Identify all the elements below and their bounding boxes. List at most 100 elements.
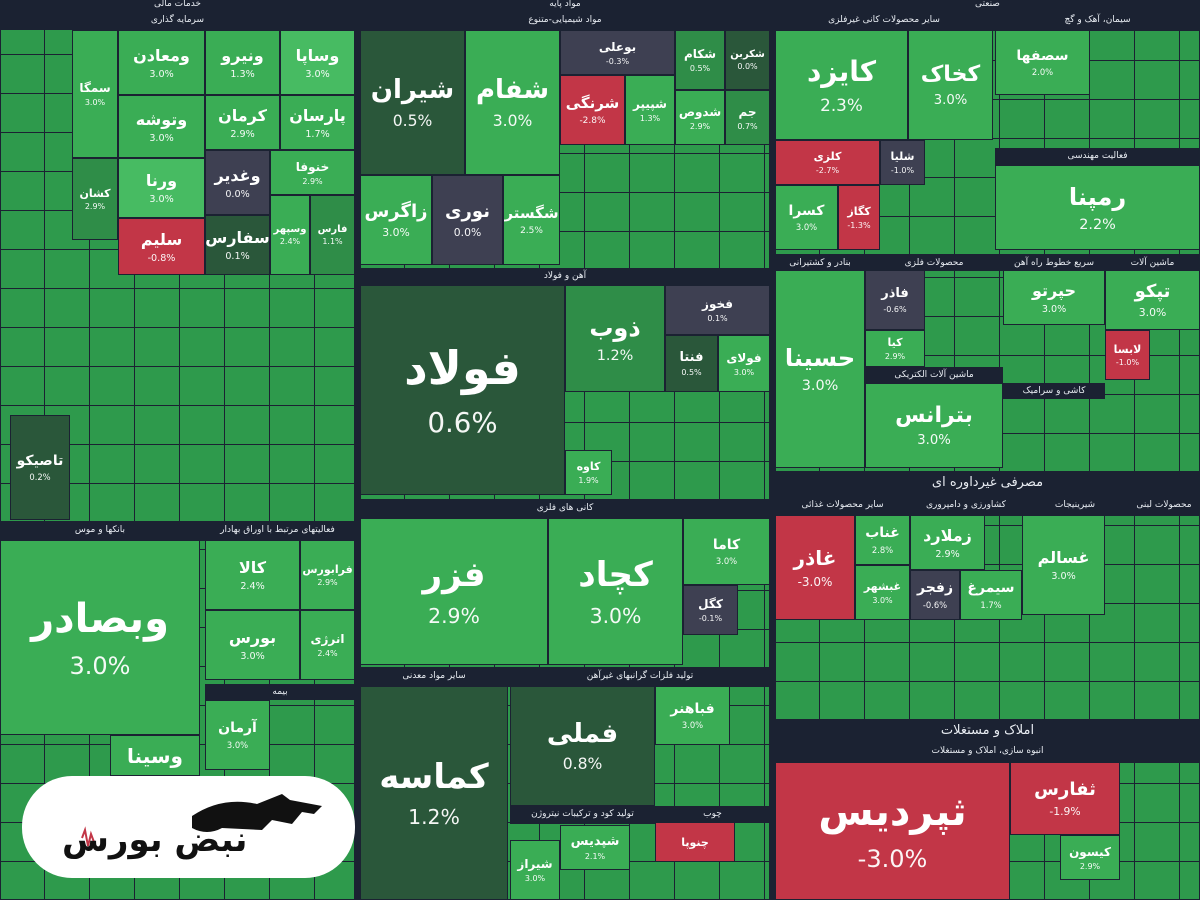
price-change: 2.5%: [520, 225, 543, 236]
price-change: 2.4%: [279, 237, 301, 247]
stock-tile: شپیپر 1.3%: [625, 75, 675, 145]
stock-symbol: شگستر: [504, 204, 559, 223]
price-change: -1.0%: [890, 165, 915, 175]
stock-tile: کیا 2.9%: [865, 330, 925, 367]
price-change: 0.5%: [392, 111, 433, 130]
stock-symbol: حسینا: [784, 344, 856, 372]
stock-tile: بوعلی -0.3%: [560, 30, 675, 75]
stock-tile: حپرتو 3.0%: [1003, 270, 1105, 325]
price-change: -1.0%: [1115, 358, 1140, 368]
sector-header: فعالیتهای مرتبط با اوراق بهادار: [200, 522, 355, 540]
stock-tile: کلزی -2.7%: [775, 140, 880, 185]
stock-symbol: ثفارس: [1034, 779, 1096, 801]
price-change: 3.0%: [305, 68, 330, 80]
stock-tile: شفام 3.0%: [465, 30, 560, 175]
sector-header: محصولات فلزی: [865, 255, 1003, 271]
price-change: -2.8%: [579, 115, 606, 126]
stock-symbol: شدوص: [678, 104, 722, 119]
stock-tile: پارسان 1.7%: [280, 95, 355, 150]
stock-symbol: شرنگی: [565, 94, 620, 113]
sector-header: مصرفی غیرداوره ای: [775, 472, 1200, 496]
stock-tile: سصفها 2.0%: [995, 30, 1090, 95]
stock-tile: کایزد 2.3%: [775, 30, 908, 140]
stock-symbol: کگاز: [847, 205, 871, 219]
price-change: 3.0%: [872, 595, 893, 605]
stock-symbol: سصفها: [1016, 47, 1069, 64]
stock-symbol: چنوپا: [681, 835, 709, 849]
stock-symbol: تاصیکو: [16, 452, 64, 469]
stock-tile: ثفارس -1.9%: [1010, 762, 1120, 835]
stock-tile: سفارس 0.1%: [205, 215, 270, 275]
stock-tile: خنوفا 2.9%: [270, 150, 355, 195]
price-change: 1.7%: [980, 599, 1002, 610]
price-change: 2.9%: [428, 603, 480, 628]
sector-header: ماشین آلات الکتریکی: [865, 367, 1003, 383]
sector-header: سیمان، آهک و گچ: [995, 12, 1200, 30]
price-change: 1.3%: [230, 68, 255, 80]
stock-symbol: شکربن: [730, 48, 765, 60]
price-change: 2.9%: [884, 351, 906, 361]
price-change: 2.4%: [240, 581, 265, 592]
stock-tile: وتوشه 3.0%: [118, 95, 205, 158]
stock-tile: سمگا 3.0%: [72, 30, 118, 158]
price-change: 0.5%: [681, 368, 702, 378]
sector-header: کشاورزی و دامپروری: [910, 497, 1022, 514]
stock-symbol: وغدیر: [214, 165, 261, 185]
price-change: 3.0%: [149, 194, 174, 205]
stock-symbol: تپکو: [1134, 280, 1171, 302]
price-change: 3.0%: [801, 378, 839, 394]
price-change: -0.1%: [698, 614, 723, 623]
stock-symbol: کسرا: [788, 202, 825, 219]
stock-symbol: کخاک: [920, 62, 981, 88]
stock-tile: رمپنا 2.2%: [995, 165, 1200, 250]
stock-tile: کیسون 2.9%: [1060, 835, 1120, 880]
stock-symbol: کچاد: [578, 555, 653, 596]
stock-tile: فولای 3.0%: [718, 335, 770, 392]
price-change: -3.0%: [857, 845, 928, 873]
price-change: 0.8%: [562, 755, 603, 774]
stock-tile: کسرا 3.0%: [775, 185, 838, 250]
price-change: 0.2%: [29, 472, 51, 483]
stock-tile: حسینا 3.0%: [775, 270, 865, 468]
price-change: 0.7%: [737, 121, 758, 131]
stock-tile: کچاد 3.0%: [548, 518, 683, 665]
stock-symbol: آرمان: [218, 720, 257, 737]
stock-tile: نوری 0.0%: [432, 175, 503, 265]
price-change: 3.0%: [589, 603, 642, 628]
stock-tile: فارس 1.1%: [310, 195, 355, 275]
stock-tile: شیراز 3.0%: [510, 840, 560, 900]
stock-tile: سلیم -0.8%: [118, 218, 205, 275]
stock-symbol: لابسا: [1113, 342, 1142, 356]
stock-symbol: سفارس: [205, 228, 270, 247]
stock-symbol: شکام: [683, 47, 717, 61]
stock-tile: بترانس 3.0%: [865, 383, 1003, 468]
stock-symbol: وتوشه: [135, 109, 188, 129]
sector-header: مواد شیمیایی-متنوع: [360, 12, 770, 30]
stock-symbol: غسالم: [1037, 548, 1090, 567]
stock-tile: ومعادن 3.0%: [118, 30, 205, 95]
sector-header: سایر مواد معدنی: [360, 668, 508, 686]
stock-tile: تپکو 3.0%: [1105, 270, 1200, 330]
price-change: 3.0%: [917, 433, 951, 449]
stock-tile: وسینا: [110, 735, 200, 776]
stock-symbol: سیمرغ: [967, 580, 1015, 597]
sector-header: سایر محصولات غذائی: [775, 497, 910, 514]
price-change: 2.9%: [935, 548, 960, 560]
stock-symbol: کایزد: [806, 55, 877, 88]
price-change: 0.0%: [737, 62, 758, 72]
stock-symbol: زاگرس: [364, 200, 428, 222]
sector-header: خدمات مالی: [0, 0, 355, 12]
stock-symbol: وبصادر: [31, 595, 169, 642]
price-change: 0.5%: [689, 64, 711, 73]
price-change: 3.0%: [1051, 571, 1076, 582]
stock-symbol: شیراز: [517, 857, 553, 871]
sector-header: بیمه: [205, 684, 355, 700]
stock-tile: فملی 0.8%: [510, 686, 655, 806]
sector-header: محصولات لبنی: [1128, 497, 1200, 514]
stock-symbol: غاذر: [793, 546, 837, 570]
price-change: 3.0%: [524, 874, 546, 883]
sector-header: سایر محصولات کانی غیرفلزی: [775, 12, 993, 30]
sector-header: تولید کود و ترکیبات نیتروژن: [510, 806, 655, 824]
stock-tile: فاذر -0.6%: [865, 270, 925, 330]
stock-tile: شکربن 0.0%: [725, 30, 770, 90]
